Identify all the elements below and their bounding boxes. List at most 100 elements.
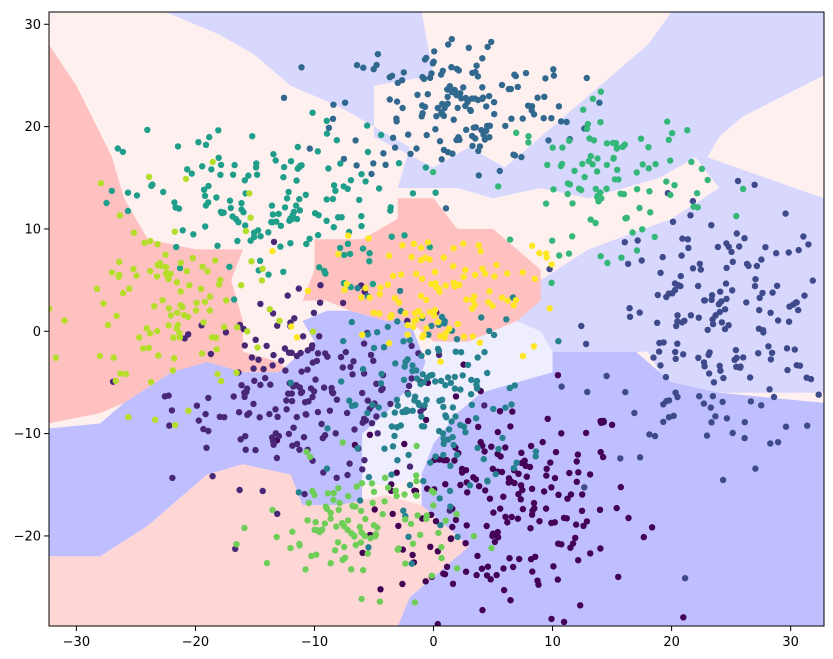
point-cluster-0 [574,451,582,458]
point-cluster-9 [428,280,435,288]
point-cluster-9 [469,333,476,340]
point-cluster-5 [453,336,461,343]
point-cluster-3 [457,90,464,97]
point-cluster-4 [253,160,260,167]
point-cluster-1 [202,410,209,418]
point-cluster-0 [560,618,568,626]
point-cluster-2 [729,429,736,437]
point-cluster-4 [213,194,220,201]
point-cluster-7 [411,599,419,606]
point-cluster-3 [370,66,377,73]
point-cluster-4 [190,231,197,238]
point-cluster-2 [805,241,812,248]
point-cluster-5 [425,331,432,338]
point-cluster-1 [346,460,353,467]
point-cluster-2 [669,218,677,225]
point-cluster-8 [208,334,216,341]
point-cluster-3 [421,103,429,111]
point-cluster-8 [104,321,112,329]
point-cluster-0 [443,563,451,570]
point-cluster-7 [413,492,420,499]
point-cluster-6 [557,162,565,170]
point-cluster-1 [373,413,380,420]
point-cluster-0 [530,499,538,507]
point-cluster-4 [226,197,234,204]
point-cluster-1 [222,329,230,336]
point-cluster-2 [774,439,782,446]
point-cluster-2 [740,354,747,361]
point-cluster-4 [188,170,195,177]
point-cluster-7 [314,527,321,534]
point-cluster-8 [116,258,123,266]
point-cluster-9 [395,299,403,306]
point-cluster-4 [205,199,212,206]
point-cluster-1 [272,430,279,437]
point-cluster-3 [514,83,521,91]
point-cluster-2 [747,398,755,405]
point-cluster-5 [484,477,491,484]
point-cluster-1 [255,356,262,363]
point-cluster-5 [462,429,469,436]
point-cluster-4 [173,243,180,251]
point-cluster-4 [234,237,241,245]
point-cluster-3 [374,50,382,58]
point-cluster-0 [527,442,535,450]
point-cluster-7 [296,542,303,549]
point-cluster-3 [541,93,548,101]
point-cluster-0 [475,483,483,490]
point-cluster-7 [344,517,352,524]
point-cluster-7 [302,566,309,573]
point-cluster-0 [539,438,546,446]
point-cluster-4 [375,185,383,192]
point-cluster-9 [426,309,433,316]
point-cluster-8 [154,327,161,335]
point-cluster-9 [408,253,415,261]
point-cluster-4 [388,233,395,240]
point-cluster-6 [594,155,601,162]
point-cluster-0 [540,488,548,495]
point-cluster-2 [696,393,703,400]
point-cluster-1 [326,407,334,414]
point-cluster-5 [324,425,331,432]
point-cluster-4 [247,237,254,244]
point-cluster-1 [257,381,264,389]
point-cluster-8 [213,346,220,353]
point-cluster-5 [417,380,424,388]
point-cluster-3 [448,35,455,43]
point-cluster-4 [277,222,285,229]
point-cluster-0 [500,565,507,572]
point-cluster-9 [391,294,399,302]
point-cluster-6 [604,259,611,267]
point-cluster-8 [185,407,192,414]
point-cluster-2 [751,282,759,290]
point-cluster-7 [263,559,271,567]
point-cluster-8 [199,263,206,270]
point-cluster-1 [248,354,256,361]
point-cluster-0 [567,544,574,551]
point-cluster-5 [354,445,361,452]
point-cluster-3 [550,66,557,73]
point-cluster-4 [314,231,322,239]
point-cluster-5 [405,391,412,398]
point-cluster-2 [733,363,740,370]
point-cluster-4 [294,143,301,151]
point-cluster-6 [698,165,706,172]
point-cluster-1 [333,474,340,481]
point-cluster-0 [566,469,573,477]
point-cluster-7 [402,516,409,523]
point-cluster-2 [651,432,659,440]
point-cluster-0 [481,448,488,455]
point-cluster-0 [489,530,497,537]
point-cluster-3 [444,93,451,101]
point-cluster-8 [171,228,178,235]
point-cluster-7 [395,545,402,552]
point-cluster-3 [475,172,482,179]
point-cluster-6 [495,183,502,190]
point-cluster-6 [614,166,621,173]
point-cluster-5 [447,379,455,387]
point-cluster-6 [549,237,556,244]
point-cluster-6 [629,229,636,236]
point-cluster-5 [348,318,355,326]
point-cluster-0 [558,430,565,437]
point-cluster-9 [376,290,383,298]
